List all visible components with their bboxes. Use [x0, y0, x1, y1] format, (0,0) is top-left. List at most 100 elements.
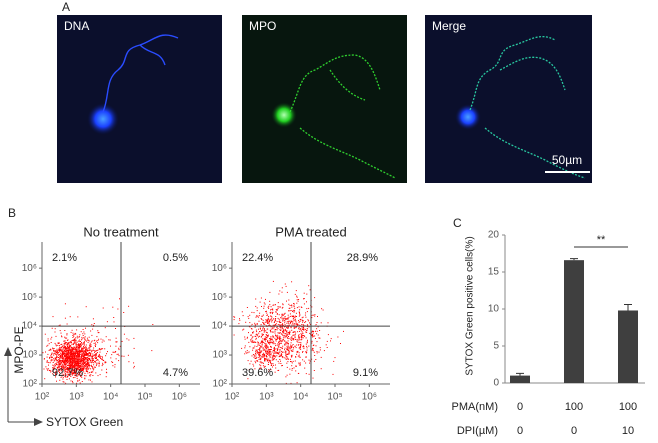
event-dot	[284, 344, 286, 346]
event-dot	[293, 326, 295, 328]
event-dot	[261, 344, 263, 346]
event-dot	[82, 359, 83, 361]
event-dot	[59, 361, 61, 363]
event-dot	[79, 350, 81, 352]
event-dot	[258, 354, 259, 356]
event-dot	[79, 360, 81, 362]
event-dot	[81, 370, 82, 372]
event-dot	[78, 373, 80, 375]
event-dot	[280, 342, 282, 344]
event-dot	[66, 356, 68, 358]
event-dot	[88, 364, 90, 366]
event-dot	[78, 348, 80, 350]
event-dot	[257, 343, 259, 345]
event-dot	[300, 319, 302, 321]
event-dot	[311, 358, 313, 360]
event-dot	[234, 316, 236, 318]
x-tick-label: 10⁶	[172, 392, 187, 403]
event-dot	[72, 332, 74, 334]
event-dot	[85, 349, 87, 350]
event-dot	[267, 340, 268, 342]
event-dot	[252, 340, 254, 342]
x-tick-label: 10⁵	[327, 392, 342, 403]
event-dot	[263, 331, 265, 333]
event-dot	[275, 352, 277, 354]
event-dot	[296, 299, 298, 301]
event-dot	[65, 370, 67, 372]
event-dot	[272, 350, 274, 351]
event-dot	[289, 313, 291, 315]
event-dot	[306, 311, 308, 313]
chart-title: No treatment	[83, 224, 159, 239]
event-dot	[57, 352, 58, 354]
event-dot	[64, 375, 66, 377]
event-dot	[266, 312, 268, 314]
event-dot	[303, 347, 305, 349]
event-dot	[78, 354, 80, 356]
event-dot	[68, 357, 70, 359]
event-dot	[98, 363, 100, 365]
event-dot	[68, 365, 70, 367]
event-dot	[56, 353, 57, 355]
event-dot	[287, 357, 289, 359]
event-dot	[77, 374, 79, 376]
event-dot	[299, 329, 301, 331]
event-dot	[68, 360, 69, 362]
event-dot	[249, 322, 251, 324]
event-dot	[63, 352, 65, 354]
event-dot	[93, 366, 95, 368]
event-dot	[295, 326, 297, 328]
event-dot	[58, 351, 60, 353]
event-dot	[312, 350, 314, 352]
event-dot	[260, 318, 262, 319]
event-dot	[273, 324, 275, 326]
event-dot	[59, 371, 61, 373]
event-dot	[69, 371, 71, 373]
event-dot	[263, 339, 265, 341]
event-dot	[296, 295, 298, 297]
event-dot	[276, 329, 278, 331]
event-dot	[292, 321, 294, 323]
event-dot	[83, 344, 85, 346]
event-dot	[276, 336, 278, 338]
event-dot	[297, 355, 299, 357]
event-dot	[303, 360, 305, 362]
event-dot	[53, 365, 55, 367]
event-dot	[63, 359, 65, 361]
y-tick-label: 10⁶	[212, 263, 227, 274]
event-dot	[67, 339, 69, 341]
event-dot	[49, 370, 51, 372]
event-dot	[277, 309, 278, 311]
event-dot	[59, 361, 61, 363]
event-dot	[298, 311, 300, 313]
event-dot	[81, 356, 83, 358]
event-dot	[277, 348, 279, 350]
event-dot	[100, 357, 101, 359]
event-dot	[71, 358, 73, 360]
event-dot	[64, 369, 66, 371]
event-dot	[289, 333, 291, 335]
event-dot	[285, 335, 287, 337]
event-dot	[66, 349, 68, 351]
event-dot	[286, 322, 288, 324]
event-dot	[308, 326, 310, 328]
event-dot	[65, 351, 67, 353]
event-dot	[82, 361, 84, 363]
event-dot	[312, 332, 314, 334]
event-dot	[300, 345, 302, 347]
event-dot	[297, 351, 298, 353]
event-dot	[258, 315, 260, 317]
event-dot	[73, 354, 75, 356]
event-dot	[77, 316, 79, 318]
event-dot	[94, 350, 96, 352]
event-dot	[270, 365, 272, 366]
x-tick-label: 10⁵	[137, 392, 152, 403]
event-dot	[318, 337, 320, 339]
event-dot	[253, 347, 255, 349]
event-dot	[279, 326, 281, 328]
event-dot	[70, 346, 72, 348]
quadrant-label: 28.9%	[347, 252, 378, 264]
event-dot	[84, 372, 86, 374]
event-dot	[90, 330, 92, 332]
event-dot	[271, 351, 273, 353]
